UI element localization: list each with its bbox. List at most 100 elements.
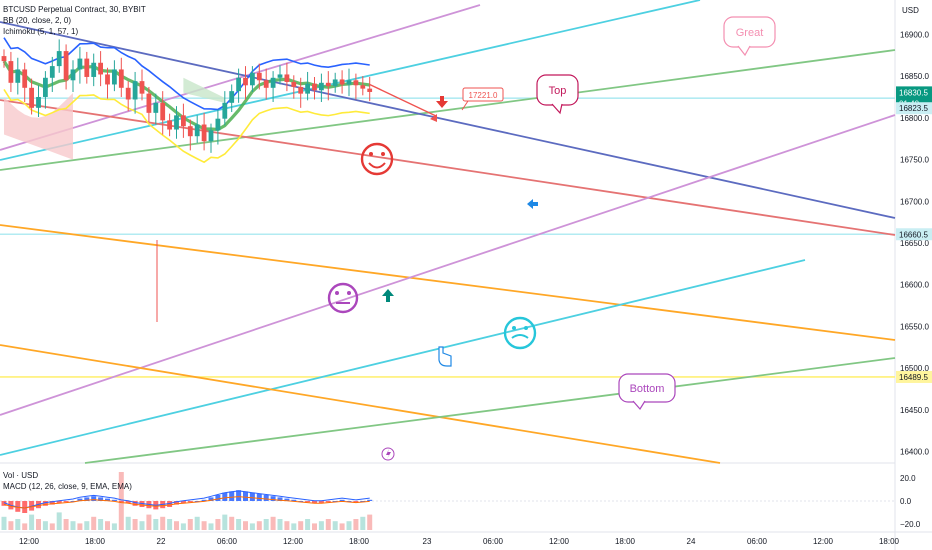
candle-body <box>215 118 221 131</box>
projection-arrow[interactable] <box>369 83 437 117</box>
trend-line[interactable] <box>0 259 806 456</box>
candle[interactable] <box>263 68 269 100</box>
candle[interactable] <box>298 77 304 108</box>
candle[interactable] <box>22 62 28 102</box>
target-callout[interactable]: 17221.0 <box>461 87 504 111</box>
symbol-title[interactable]: BTCUSD Perpetual Contract, 30, BYBIT <box>3 5 146 14</box>
candle[interactable] <box>332 72 338 93</box>
trend-line[interactable] <box>0 224 896 341</box>
volume-bar <box>167 519 173 530</box>
macd-indicator-label[interactable]: MACD (12, 26, close, 9, EMA, EMA) <box>3 482 132 491</box>
candle[interactable] <box>56 39 62 73</box>
candle[interactable] <box>312 76 317 100</box>
trend-line[interactable] <box>0 114 896 416</box>
volume-bar <box>256 521 262 530</box>
trend-line[interactable] <box>84 357 896 464</box>
candle[interactable] <box>91 53 97 87</box>
candle[interactable] <box>105 67 110 99</box>
candle[interactable] <box>270 71 276 102</box>
neutral-face-icon[interactable] <box>327 282 359 314</box>
candle[interactable] <box>125 81 131 112</box>
candle[interactable] <box>325 71 331 101</box>
bb-indicator-label[interactable]: BB (20, close, 2, 0) <box>3 16 72 25</box>
candle[interactable] <box>1 49 7 68</box>
macd-histogram-bar <box>243 491 248 501</box>
candle[interactable] <box>277 65 283 85</box>
wink-face-icon[interactable] <box>503 316 537 350</box>
candle[interactable] <box>243 66 248 100</box>
macd-signal-line <box>3 496 370 509</box>
candle[interactable] <box>256 63 262 90</box>
candle[interactable] <box>167 113 172 137</box>
happy-face-icon[interactable] <box>360 142 394 176</box>
candle-body <box>187 126 193 137</box>
candle[interactable] <box>15 57 21 95</box>
trend-line[interactable] <box>0 344 721 464</box>
candle-body <box>160 102 166 121</box>
candle[interactable] <box>291 75 297 99</box>
candle[interactable] <box>339 70 345 94</box>
candle-body <box>1 56 7 62</box>
candle[interactable] <box>112 60 117 92</box>
candle[interactable] <box>181 103 186 138</box>
candle[interactable] <box>284 62 290 92</box>
volume-bar <box>201 521 207 530</box>
candle[interactable] <box>146 86 152 123</box>
left-arrow-icon[interactable] <box>527 199 538 209</box>
candle[interactable] <box>160 91 166 135</box>
candle[interactable] <box>153 93 159 125</box>
candle[interactable] <box>319 73 324 102</box>
trend-line[interactable] <box>0 0 701 161</box>
candle[interactable] <box>70 60 76 92</box>
price-axis-label[interactable]: 16660.5 <box>896 228 932 241</box>
candle[interactable] <box>346 68 352 97</box>
candle[interactable] <box>98 51 103 87</box>
top-bubble[interactable]: Top <box>536 74 579 115</box>
candle[interactable] <box>139 69 145 101</box>
candle[interactable] <box>236 68 241 103</box>
candle[interactable] <box>8 51 14 92</box>
candle[interactable] <box>208 123 214 153</box>
ichimoku-indicator-label[interactable]: Ichimoku (5, 1, 57, 1) <box>3 27 79 36</box>
volume-bar <box>174 521 179 530</box>
candle[interactable] <box>132 71 138 114</box>
candle[interactable] <box>222 91 228 126</box>
candle[interactable] <box>353 73 359 100</box>
candle[interactable] <box>36 85 41 118</box>
candle[interactable] <box>305 71 310 101</box>
trend-line[interactable] <box>0 49 896 171</box>
candle[interactable] <box>187 119 193 151</box>
candle[interactable] <box>201 112 207 151</box>
candle[interactable] <box>29 78 34 115</box>
candle[interactable] <box>229 84 235 113</box>
candle[interactable] <box>118 57 124 97</box>
volume-indicator-label[interactable]: Vol · USD <box>3 471 39 480</box>
candle[interactable] <box>360 76 366 96</box>
bottom-bubble[interactable]: Bottom <box>618 373 676 411</box>
trend-line[interactable] <box>0 4 481 151</box>
candle[interactable] <box>84 51 90 84</box>
volume-bar <box>42 521 48 530</box>
candle[interactable] <box>174 106 179 139</box>
volume-bar <box>298 521 304 530</box>
target-callout-box <box>462 87 504 102</box>
candle[interactable] <box>77 46 83 84</box>
candle[interactable] <box>49 56 55 92</box>
candle[interactable] <box>63 44 69 90</box>
candle[interactable] <box>194 115 200 143</box>
trend-line[interactable] <box>0 99 896 236</box>
price-axis-label[interactable]: 16823.5 <box>896 102 932 115</box>
candle[interactable] <box>250 66 255 92</box>
volume-bar <box>291 523 297 530</box>
price-axis-label[interactable]: 16489.5 <box>896 370 932 383</box>
up-arrow-icon[interactable] <box>382 289 394 302</box>
great-bubble[interactable]: Great <box>723 16 776 57</box>
trend-line[interactable] <box>0 21 896 219</box>
price-axis-label[interactable]: 16830.5 <box>896 86 932 99</box>
down-arrow-icon[interactable] <box>436 96 448 108</box>
candle[interactable] <box>215 109 221 145</box>
candle[interactable] <box>367 76 373 102</box>
candle[interactable] <box>43 71 48 109</box>
